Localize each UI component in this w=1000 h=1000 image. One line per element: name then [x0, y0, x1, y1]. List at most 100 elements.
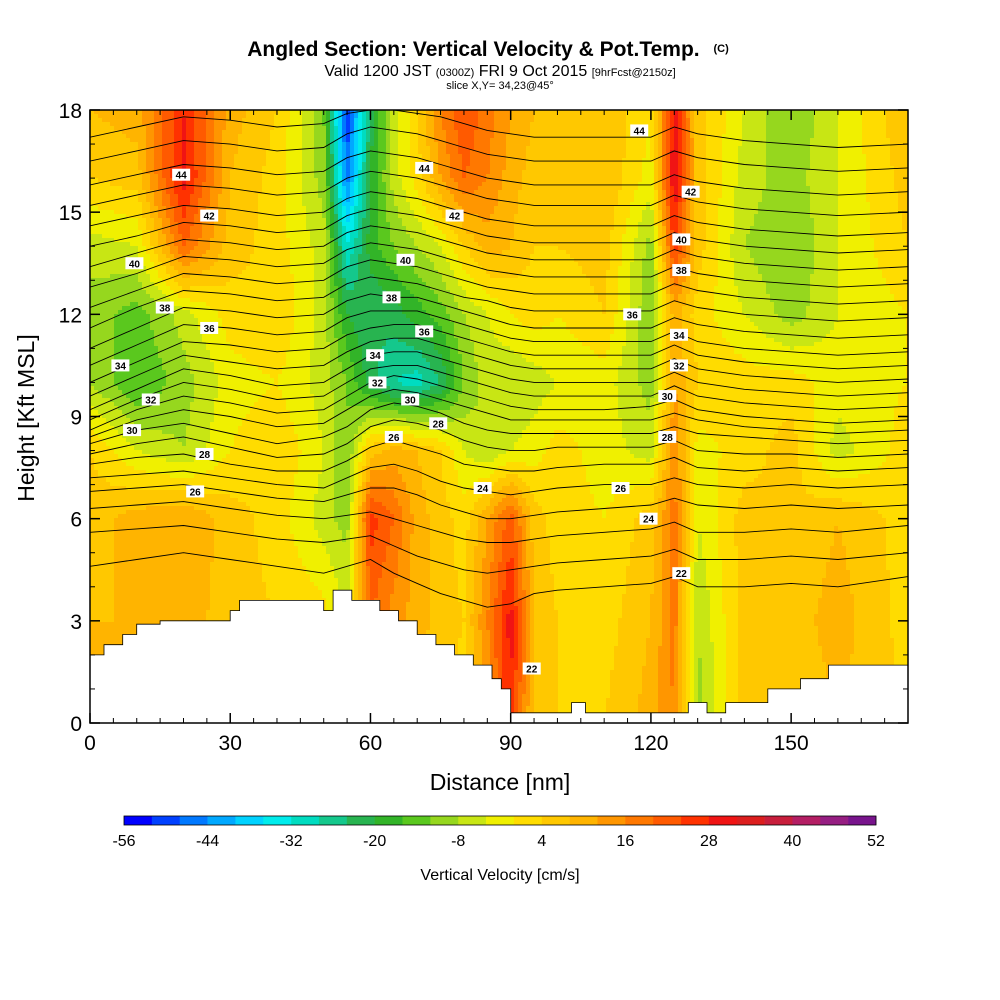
velocity-cell: [126, 454, 131, 459]
velocity-cell: [126, 190, 131, 195]
velocity-cell: [118, 450, 123, 455]
velocity-cell: [214, 226, 219, 231]
velocity-cell: [174, 406, 179, 411]
velocity-cell: [190, 594, 195, 599]
velocity-cell: [186, 262, 191, 267]
velocity-cell: [158, 614, 163, 619]
velocity-cell: [214, 170, 219, 175]
velocity-cell: [146, 154, 151, 159]
velocity-cell: [174, 582, 179, 587]
velocity-cell: [98, 606, 103, 611]
velocity-cell: [130, 182, 135, 187]
velocity-cell: [214, 262, 219, 267]
velocity-cell: [170, 406, 175, 411]
velocity-cell: [194, 118, 199, 123]
velocity-cell: [154, 498, 159, 503]
velocity-cell: [158, 454, 163, 459]
velocity-cell: [170, 510, 175, 515]
velocity-cell: [150, 238, 155, 243]
velocity-cell: [170, 610, 175, 615]
velocity-cell: [210, 250, 215, 255]
velocity-cell: [126, 350, 131, 355]
velocity-cell: [130, 466, 135, 471]
velocity-cell: [102, 538, 107, 543]
velocity-cell: [182, 350, 187, 355]
velocity-cell: [150, 310, 155, 315]
velocity-cell: [138, 522, 143, 527]
velocity-cell: [210, 314, 215, 319]
velocity-cell: [202, 606, 207, 611]
velocity-cell: [150, 418, 155, 423]
velocity-cell: [102, 166, 107, 171]
velocity-cell: [110, 554, 115, 559]
velocity-cell: [174, 322, 179, 327]
velocity-cell: [138, 334, 143, 339]
velocity-cell: [154, 354, 159, 359]
velocity-cell: [138, 274, 143, 279]
velocity-cell: [150, 222, 155, 227]
velocity-cell: [190, 154, 195, 159]
velocity-cell: [146, 422, 151, 427]
velocity-cell: [210, 570, 215, 575]
velocity-cell: [170, 154, 175, 159]
velocity-cell: [110, 266, 115, 271]
velocity-cell: [182, 142, 187, 147]
velocity-cell: [194, 582, 199, 587]
velocity-cell: [174, 586, 179, 591]
velocity-cell: [98, 486, 103, 491]
velocity-cell: [218, 138, 223, 143]
velocity-cell: [118, 386, 123, 391]
velocity-cell: [158, 130, 163, 135]
velocity-cell: [118, 114, 123, 119]
velocity-cell: [110, 614, 115, 619]
velocity-cell: [114, 410, 119, 415]
velocity-cell: [174, 150, 179, 155]
velocity-cell: [210, 254, 215, 259]
velocity-cell: [194, 514, 199, 519]
velocity-cell: [158, 446, 163, 451]
velocity-cell: [146, 450, 151, 455]
velocity-cell: [130, 498, 135, 503]
velocity-cell: [154, 462, 159, 467]
velocity-cell: [142, 538, 147, 543]
velocity-cell: [198, 246, 203, 251]
velocity-cell: [178, 122, 183, 127]
velocity-cell: [158, 222, 163, 227]
velocity-cell: [166, 434, 171, 439]
velocity-cell: [186, 566, 191, 571]
velocity-cell: [206, 190, 211, 195]
velocity-cell: [190, 478, 195, 483]
velocity-cell: [94, 258, 99, 263]
velocity-cell: [146, 142, 151, 147]
velocity-cell: [202, 518, 207, 523]
velocity-cell: [142, 490, 147, 495]
velocity-cell: [122, 610, 127, 615]
velocity-cell: [134, 526, 139, 531]
velocity-cell: [166, 534, 171, 539]
velocity-cell: [218, 218, 223, 223]
velocity-cell: [162, 454, 167, 459]
velocity-cell: [214, 314, 219, 319]
velocity-cell: [106, 538, 111, 543]
velocity-cell: [182, 506, 187, 511]
velocity-cell: [154, 238, 159, 243]
velocity-cell: [138, 602, 143, 607]
velocity-cell: [190, 406, 195, 411]
velocity-cell: [170, 486, 175, 491]
velocity-cell: [146, 134, 151, 139]
velocity-cell: [162, 158, 167, 163]
velocity-cell: [130, 554, 135, 559]
velocity-cell: [118, 282, 123, 287]
velocity-cell: [182, 266, 187, 271]
velocity-cell: [138, 554, 143, 559]
velocity-cell: [210, 562, 215, 567]
velocity-cell: [198, 510, 203, 515]
velocity-cell: [158, 234, 163, 239]
velocity-cell: [106, 186, 111, 191]
velocity-cell: [142, 426, 147, 431]
velocity-cell: [206, 154, 211, 159]
velocity-cell: [114, 462, 119, 467]
velocity-cell: [166, 406, 171, 411]
velocity-cell: [146, 350, 151, 355]
velocity-cell: [154, 442, 159, 447]
